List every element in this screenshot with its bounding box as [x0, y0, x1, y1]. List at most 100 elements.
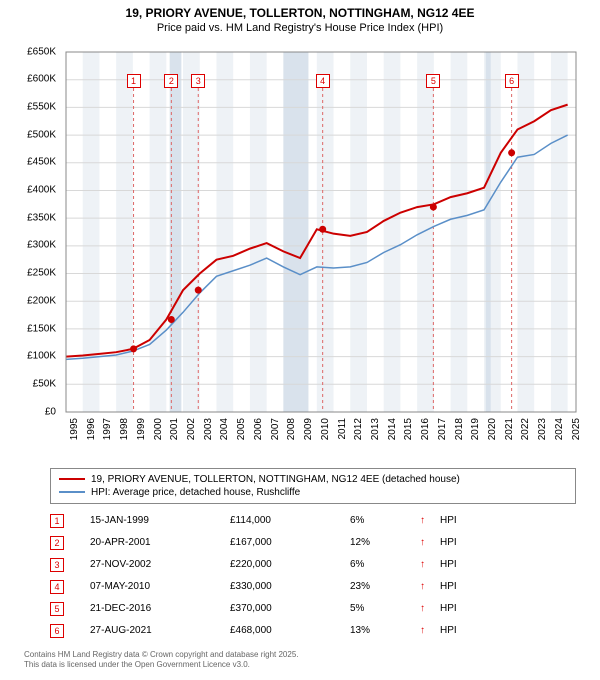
chart-marker-1: 1: [127, 74, 141, 88]
chart-title-line2: Price paid vs. HM Land Registry's House …: [0, 22, 600, 40]
price-chart: £0 £50K £100K £150K £200K £250K £300K £350K £400…: [20, 40, 580, 460]
footer-line2: This data is licensed under the Open Gov…: [24, 660, 600, 670]
sale-change: 23%: [350, 581, 420, 592]
y-axis-label: £650K: [27, 46, 56, 57]
x-axis-label: 1999: [136, 418, 147, 440]
x-axis-label: 1998: [119, 418, 130, 440]
sales-table: 115-JAN-1999£114,0006%↑HPI220-APR-2001£1…: [50, 510, 600, 642]
y-axis-label: £400K: [27, 185, 56, 196]
sale-marker-4: 4: [50, 580, 64, 594]
chart-marker-5: 5: [426, 74, 440, 88]
chart-svg: [20, 40, 580, 460]
x-axis-label: 2021: [504, 418, 515, 440]
x-axis-label: 2016: [420, 418, 431, 440]
x-axis-label: 1996: [86, 418, 97, 440]
x-axis-label: 2017: [437, 418, 448, 440]
sale-price: £468,000: [230, 625, 350, 636]
legend-swatch-blue: [59, 491, 85, 493]
sale-date: 07-MAY-2010: [90, 581, 230, 592]
x-axis-label: 2018: [454, 418, 465, 440]
table-row: 5 21-DEC-2016£370,0005%↑HPI: [50, 598, 600, 620]
sale-change: 6%: [350, 515, 420, 526]
x-axis-label: 2012: [353, 418, 364, 440]
sale-price: £370,000: [230, 603, 350, 614]
sale-change: 6%: [350, 559, 420, 570]
x-axis-label: 2004: [219, 418, 230, 440]
x-axis-label: 2010: [320, 418, 331, 440]
x-axis-label: 2003: [203, 418, 214, 440]
sale-date: 27-NOV-2002: [90, 559, 230, 570]
arrow-up-icon: ↑: [420, 537, 440, 548]
y-axis-label: £300K: [27, 240, 56, 251]
y-axis-label: £50K: [33, 378, 56, 389]
x-axis-label: 2023: [537, 418, 548, 440]
arrow-up-icon: ↑: [420, 515, 440, 526]
arrow-up-icon: ↑: [420, 559, 440, 570]
sale-vs: HPI: [440, 625, 457, 636]
y-axis-label: £200K: [27, 295, 56, 306]
legend-label-red: 19, PRIORY AVENUE, TOLLERTON, NOTTINGHAM…: [91, 474, 460, 485]
table-row: 4 07-MAY-2010£330,00023%↑HPI: [50, 576, 600, 598]
sale-price: £167,000: [230, 537, 350, 548]
sale-price: £114,000: [230, 515, 350, 526]
sale-change: 5%: [350, 603, 420, 614]
y-axis-label: £450K: [27, 157, 56, 168]
x-axis-label: 2000: [153, 418, 164, 440]
sale-price: £220,000: [230, 559, 350, 570]
y-axis-label: £250K: [27, 268, 56, 279]
sale-price: £330,000: [230, 581, 350, 592]
x-axis-label: 2019: [470, 418, 481, 440]
y-axis-label: £350K: [27, 212, 56, 223]
sale-marker-2: 2: [50, 536, 64, 550]
sale-vs: HPI: [440, 581, 457, 592]
y-axis-label: £500K: [27, 129, 56, 140]
x-axis-label: 2024: [554, 418, 565, 440]
x-axis-label: 2025: [571, 418, 582, 440]
y-axis-label: £0: [45, 406, 56, 417]
sale-date: 27-AUG-2021: [90, 625, 230, 636]
arrow-up-icon: ↑: [420, 603, 440, 614]
sale-marker-6: 6: [50, 624, 64, 638]
x-axis-label: 2020: [487, 418, 498, 440]
table-row: 627-AUG-2021£468,00013%↑HPI: [50, 620, 600, 642]
x-axis-label: 2001: [169, 418, 180, 440]
chart-marker-2: 2: [164, 74, 178, 88]
arrow-up-icon: ↑: [420, 581, 440, 592]
x-axis-label: 2011: [337, 418, 348, 440]
chart-marker-6: 6: [505, 74, 519, 88]
x-axis-label: 2014: [387, 418, 398, 440]
x-axis-label: 1995: [69, 418, 80, 440]
y-axis-label: £600K: [27, 74, 56, 85]
sale-marker-3: 3: [50, 558, 64, 572]
y-axis-label: £550K: [27, 101, 56, 112]
legend-row-blue: HPI: Average price, detached house, Rush…: [59, 486, 567, 499]
sale-date: 21-DEC-2016: [90, 603, 230, 614]
x-axis-label: 2009: [303, 418, 314, 440]
table-row: 2 20-APR-2001£167,00012%↑HPI: [50, 532, 600, 554]
table-row: 1 15-JAN-1999£114,0006%↑HPI: [50, 510, 600, 532]
sale-date: 20-APR-2001: [90, 537, 230, 548]
x-axis-label: 2022: [520, 418, 531, 440]
sale-vs: HPI: [440, 559, 457, 570]
sale-vs: HPI: [440, 537, 457, 548]
sale-marker-5: 5: [50, 602, 64, 616]
sale-vs: HPI: [440, 603, 457, 614]
y-axis-label: £100K: [27, 351, 56, 362]
legend-swatch-red: [59, 478, 85, 480]
y-axis-label: £150K: [27, 323, 56, 334]
legend-label-blue: HPI: Average price, detached house, Rush…: [91, 487, 300, 498]
chart-marker-3: 3: [191, 74, 205, 88]
sale-change: 12%: [350, 537, 420, 548]
x-axis-label: 2013: [370, 418, 381, 440]
chart-title-line1: 19, PRIORY AVENUE, TOLLERTON, NOTTINGHAM…: [0, 0, 600, 22]
x-axis-label: 2006: [253, 418, 264, 440]
x-axis-label: 1997: [102, 418, 113, 440]
sale-date: 15-JAN-1999: [90, 515, 230, 526]
x-axis-label: 2005: [236, 418, 247, 440]
chart-marker-4: 4: [316, 74, 330, 88]
sale-marker-1: 1: [50, 514, 64, 528]
sale-change: 13%: [350, 625, 420, 636]
sale-vs: HPI: [440, 515, 457, 526]
x-axis-label: 2007: [270, 418, 281, 440]
x-axis-label: 2002: [186, 418, 197, 440]
